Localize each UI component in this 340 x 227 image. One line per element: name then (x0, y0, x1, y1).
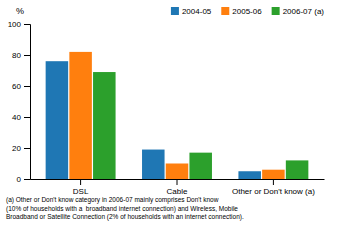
y-tick-mark (24, 55, 30, 56)
y-tick-label: 60 (12, 82, 21, 91)
x-tick-label: Other or Don't know (a) (232, 187, 315, 196)
legend: 2004-05 2005-06 2006-07 (a) (171, 7, 324, 16)
y-axis-title: % (16, 6, 24, 16)
footnote-line: Broadband or Satellite Connection (2% of… (6, 213, 244, 221)
chart: 0 20 40 60 80 100 DSL Cable Other or Don't know … (0, 0, 340, 227)
x-tick-label: DSL (73, 187, 89, 196)
bar (262, 170, 285, 179)
y-tick-label: 100 (8, 20, 22, 29)
bar (142, 150, 165, 179)
bar (189, 153, 212, 179)
footnote: (a) Other or Don't know category in 2006… (6, 196, 244, 221)
legend-label: 2004-05 (182, 7, 212, 16)
y-tick-mark (24, 117, 30, 118)
bar (69, 52, 92, 179)
y-tick-mark (24, 148, 30, 149)
bar (166, 164, 189, 180)
footnote-line: (10% of households with a broadband inte… (6, 205, 238, 213)
footnote-line: (a) Other or Don't know category in 2006… (6, 196, 219, 204)
x-tick: Other or Don't know (a) (232, 179, 315, 196)
legend-label: 2005-06 (232, 7, 262, 16)
y-tick: 40 (12, 113, 30, 122)
bar (238, 171, 261, 179)
legend-swatch (272, 7, 280, 15)
legend-swatch (171, 7, 179, 15)
x-tick-label: Cable (167, 187, 188, 196)
bar (286, 160, 309, 179)
x-tick-mark (80, 179, 81, 185)
legend-item: 2005-06 (221, 7, 262, 16)
legend-item: 2006-07 (a) (272, 7, 325, 16)
bar (46, 61, 69, 179)
y-axis-line (24, 25, 31, 180)
x-tick-mark (177, 179, 178, 185)
y-tick-label: 0 (17, 175, 22, 184)
y-tick-label: 20 (12, 144, 21, 153)
x-tick: Cable (167, 179, 188, 196)
y-tick: 20 (12, 144, 30, 153)
y-tick-mark (24, 86, 30, 87)
legend-label: 2006-07 (a) (283, 7, 325, 16)
y-tick-label: 80 (12, 51, 21, 60)
y-tick: 80 (12, 51, 30, 60)
legend-swatch (221, 7, 229, 15)
x-axis: DSL Cable Other or Don't know (a) (31, 179, 325, 196)
bars (46, 52, 309, 179)
y-tick-label: 40 (12, 113, 21, 122)
bar (93, 72, 116, 179)
y-tick: 60 (12, 82, 30, 91)
y-tick-mark (24, 24, 30, 25)
x-tick-mark (273, 179, 274, 185)
y-tick-mark (24, 179, 30, 180)
x-tick: DSL (73, 179, 89, 196)
legend-item: 2004-05 (171, 7, 212, 16)
y-axis: 0 20 40 60 80 100 (8, 20, 31, 184)
y-tick: 100 (8, 20, 30, 29)
plot-area: 0 20 40 60 80 100 DSL Cable Other or Don't know … (8, 20, 325, 196)
y-tick: 0 (17, 175, 30, 184)
